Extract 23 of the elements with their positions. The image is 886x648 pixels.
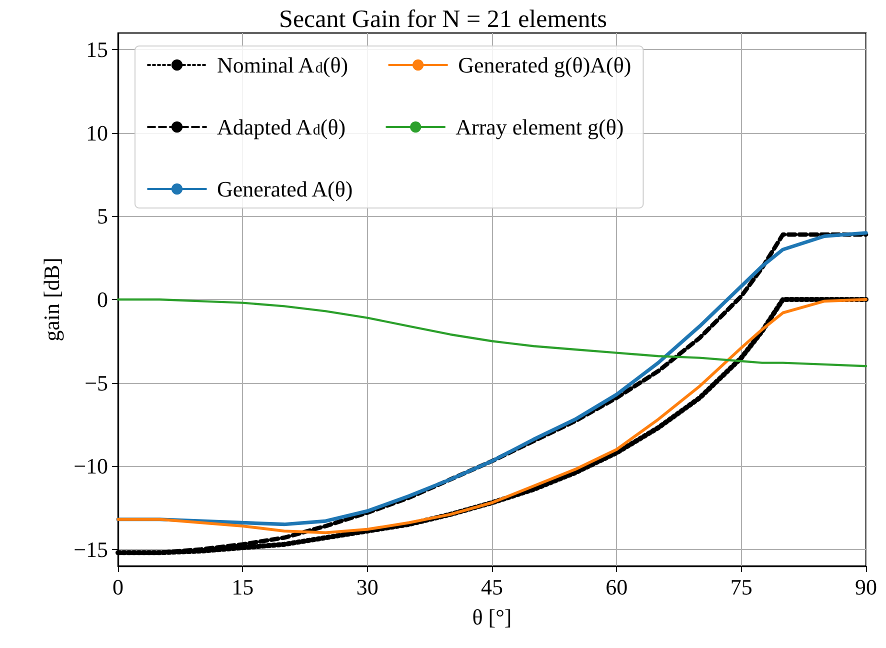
y-tick-label: −5: [84, 370, 108, 396]
x-tick-label: 30: [356, 574, 378, 600]
x-tick-label: 75: [730, 574, 752, 600]
y-tick-label: −15: [74, 536, 108, 562]
legend-label: Generated A(θ): [217, 176, 353, 202]
x-tick-label: 15: [232, 574, 254, 600]
x-tick-label: 60: [606, 574, 628, 600]
legend-label: Generated g(θ)A(θ): [458, 52, 632, 78]
y-tick-label: 5: [97, 204, 108, 229]
y-tick-label: 0: [97, 287, 108, 312]
legend-label: Array element g(θ): [456, 114, 624, 140]
x-tick-label: 90: [855, 574, 877, 600]
legend-label: Adapted Ad(θ): [217, 114, 346, 140]
x-axis-title: θ [°]: [472, 604, 512, 630]
x-tick-label: 45: [481, 574, 503, 600]
x-tick-label: 0: [112, 574, 124, 600]
y-tick-label: 15: [86, 37, 108, 62]
line-series: [116, 298, 868, 368]
legend-label: Nominal Ad(θ): [217, 52, 348, 78]
y-tick-label: −10: [74, 454, 108, 479]
y-tick-label: 10: [86, 120, 108, 146]
chart-title: Secant Gain for N = 21 elements: [279, 6, 607, 33]
y-axis-title: gain [dB]: [39, 258, 64, 342]
